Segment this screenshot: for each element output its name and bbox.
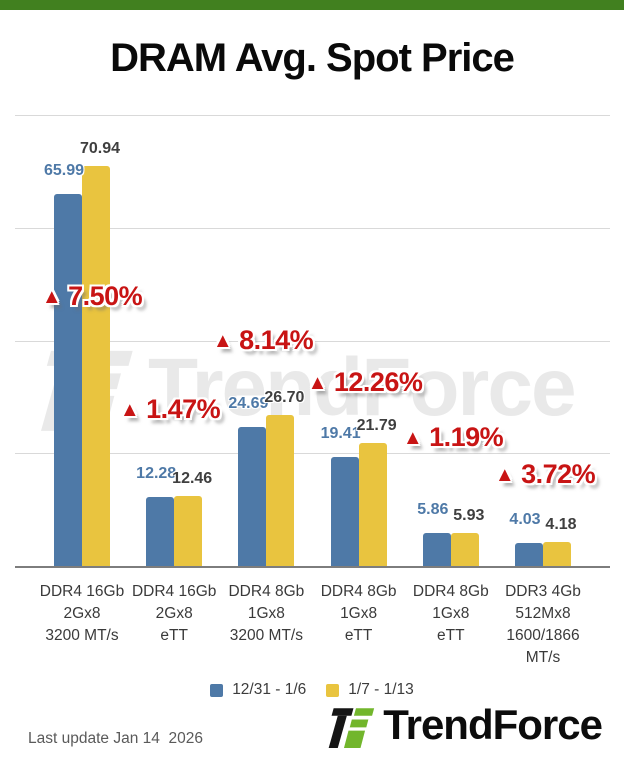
bar (358, 443, 387, 566)
change-value: 3.72% (521, 459, 596, 489)
bar (450, 532, 479, 566)
legend-item: 1/7 - 1/13 (326, 681, 414, 699)
last-update-text: Last update Jan 14 2026 (28, 730, 203, 747)
category-label-line: eTT (437, 627, 465, 644)
change-value: 7.50% (68, 281, 143, 311)
gridline (15, 340, 610, 342)
up-triangle-icon: ▲ (402, 427, 423, 449)
bar (422, 532, 451, 566)
page-title: DRAM Avg. Spot Price (110, 36, 515, 80)
change-badge: ▲ 1.19% (402, 422, 504, 455)
category-label-line: DDR4 8Gb (320, 583, 397, 600)
change-value: 1.47% (146, 394, 221, 424)
up-triangle-icon: ▲ (307, 372, 328, 394)
gridline (15, 227, 610, 229)
bar (266, 415, 295, 566)
bar (174, 495, 203, 566)
bar-value-label: 24.69 (228, 394, 269, 412)
bar-value-label: 4.03 (509, 511, 541, 529)
trendforce-logo: TrendForce (326, 701, 603, 748)
legend-swatch-icon (326, 683, 340, 697)
category-label-line: 1Gx8 (432, 605, 470, 622)
category-label-line: 1600/1866 (506, 627, 580, 644)
category-label: DDR4 16Gb 2Gx8 eTT (126, 581, 222, 647)
bar (238, 426, 267, 566)
legend-label: 12/31 - 1/6 (232, 681, 307, 698)
category-label-line: 2Gx8 (63, 605, 101, 622)
bar-value-label: 19.41 (320, 424, 361, 442)
category-label-line: eTT (160, 627, 188, 644)
up-triangle-icon: ▲ (212, 330, 233, 352)
up-triangle-icon: ▲ (494, 464, 515, 486)
category-label: DDR4 8Gb 1Gx8 3200 MT/s (218, 581, 314, 647)
category-label-line: 3200 MT/s (229, 627, 303, 644)
category-label-line: 1Gx8 (247, 605, 285, 622)
change-badge: ▲ 1.47% (119, 394, 221, 427)
category-label-line: DDR4 8Gb (412, 583, 489, 600)
chart-legend: 12/31 - 1/6 1/7 - 1/13 (0, 681, 624, 699)
up-triangle-icon: ▲ (41, 286, 62, 308)
bar-value-label: 12.28 (136, 464, 177, 482)
category-label-line: 3200 MT/s (45, 627, 119, 644)
bar-value-label: 21.79 (356, 417, 397, 435)
category-label: DDR4 8Gb 1Gx8 eTT (403, 581, 499, 647)
category-label-line: 1Gx8 (340, 605, 378, 622)
top-accent-bar (0, 0, 624, 10)
category-label-line: 512Mx8 (515, 605, 571, 622)
bar (543, 542, 571, 566)
category-label-line: DDR4 16Gb (39, 583, 125, 600)
bar (146, 496, 175, 566)
category-label-line: MT/s (525, 649, 561, 666)
bar (82, 166, 110, 566)
gridline (15, 453, 610, 455)
bar-value-label: 26.70 (264, 389, 305, 407)
change-badge: ▲ 8.14% (212, 325, 314, 358)
bar-value-label: 5.93 (453, 506, 485, 524)
category-label: DDR4 8Gb 1Gx8 eTT (311, 581, 407, 647)
category-label: DDR3 4Gb 512Mx8 1600/1866 MT/s (495, 581, 591, 669)
legend-item: 12/31 - 1/6 (210, 681, 306, 699)
x-axis-line (15, 566, 610, 568)
category-label: DDR4 16Gb 2Gx8 3200 MT/s (34, 581, 130, 647)
bar (54, 193, 82, 566)
bar-value-label: 70.94 (79, 140, 121, 158)
legend-label: 1/7 - 1/13 (348, 681, 414, 698)
bar-value-label: 12.46 (172, 469, 213, 487)
trendforce-logo-icon (328, 708, 375, 748)
change-value: 12.26% (333, 367, 423, 397)
bar-value-label: 4.18 (545, 516, 577, 534)
category-label-line: eTT (344, 627, 373, 644)
category-label-line: DDR3 4Gb (505, 583, 581, 600)
bar-value-label: 5.86 (417, 500, 449, 518)
change-badge: ▲ 12.26% (308, 367, 423, 400)
change-badge: ▲ 3.72% (494, 459, 596, 492)
bar (515, 543, 543, 566)
change-badge: ▲ 7.50% (41, 281, 143, 314)
category-label-line: DDR4 8Gb (228, 583, 305, 600)
category-label-line: 2Gx8 (155, 605, 193, 622)
watermark-text: TrendForce (148, 341, 577, 433)
bar (330, 456, 359, 566)
trendforce-logo-text: TrendForce (383, 701, 603, 748)
change-value: 8.14% (239, 325, 314, 355)
legend-swatch-icon (210, 683, 224, 697)
gridline (15, 115, 610, 116)
category-label-line: DDR4 16Gb (131, 583, 217, 600)
up-triangle-icon: ▲ (119, 399, 140, 421)
change-value: 1.19% (429, 422, 504, 452)
bar-value-label: 65.99 (43, 161, 85, 179)
